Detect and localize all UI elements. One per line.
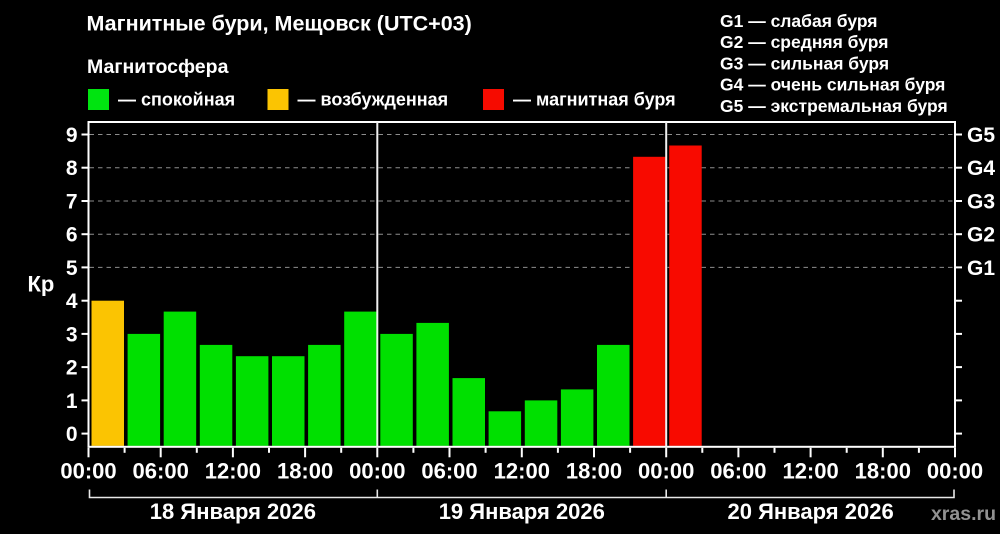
svg-text:2: 2 [66,357,78,380]
svg-text:xras.ru: xras.ru [931,503,996,525]
svg-text:G4: G4 [967,157,995,180]
svg-text:G1 — слабая буря: G1 — слабая буря [720,11,878,31]
svg-text:20 Января 2026: 20 Января 2026 [727,499,893,524]
svg-text:Магнитосфера: Магнитосфера [87,56,229,78]
svg-text:G1: G1 [967,257,995,280]
svg-text:1: 1 [66,390,78,413]
svg-text:3: 3 [66,323,78,346]
svg-text:12:00: 12:00 [205,459,261,484]
svg-text:00:00: 00:00 [60,459,116,484]
svg-text:06:00: 06:00 [133,459,189,484]
svg-text:6: 6 [66,224,78,247]
svg-text:18:00: 18:00 [855,459,911,484]
svg-text:— магнитная буря: — магнитная буря [513,90,676,110]
svg-text:19 Января 2026: 19 Января 2026 [439,499,605,524]
svg-text:00:00: 00:00 [349,459,405,484]
svg-text:8: 8 [66,157,78,180]
svg-text:9: 9 [66,124,78,147]
svg-text:G5: G5 [967,124,995,147]
svg-text:0: 0 [66,423,78,446]
svg-text:06:00: 06:00 [421,459,477,484]
svg-text:Кр: Кр [28,272,55,297]
svg-text:00:00: 00:00 [638,459,694,484]
svg-text:7: 7 [66,191,78,214]
svg-text:G4 — очень сильная буря: G4 — очень сильная буря [720,75,945,95]
svg-text:— спокойная: — спокойная [118,90,235,110]
svg-text:Магнитные бури, Мещовск (UTC+0: Магнитные бури, Мещовск (UTC+03) [87,12,472,36]
svg-text:00:00: 00:00 [927,459,983,484]
svg-text:18 Января 2026: 18 Января 2026 [150,499,316,524]
svg-text:5: 5 [66,257,78,280]
svg-text:12:00: 12:00 [782,459,838,484]
svg-text:G2: G2 [967,224,995,247]
svg-text:G5 — экстремальная буря: G5 — экстремальная буря [720,96,948,116]
svg-text:18:00: 18:00 [566,459,622,484]
svg-text:G3 — сильная буря: G3 — сильная буря [720,53,889,73]
svg-text:G3: G3 [967,191,995,214]
svg-text:— возбужденная: — возбужденная [298,90,449,110]
svg-text:06:00: 06:00 [710,459,766,484]
svg-text:12:00: 12:00 [494,459,550,484]
svg-text:4: 4 [66,290,78,313]
svg-text:G2 — средняя буря: G2 — средняя буря [720,32,888,52]
svg-text:18:00: 18:00 [277,459,333,484]
